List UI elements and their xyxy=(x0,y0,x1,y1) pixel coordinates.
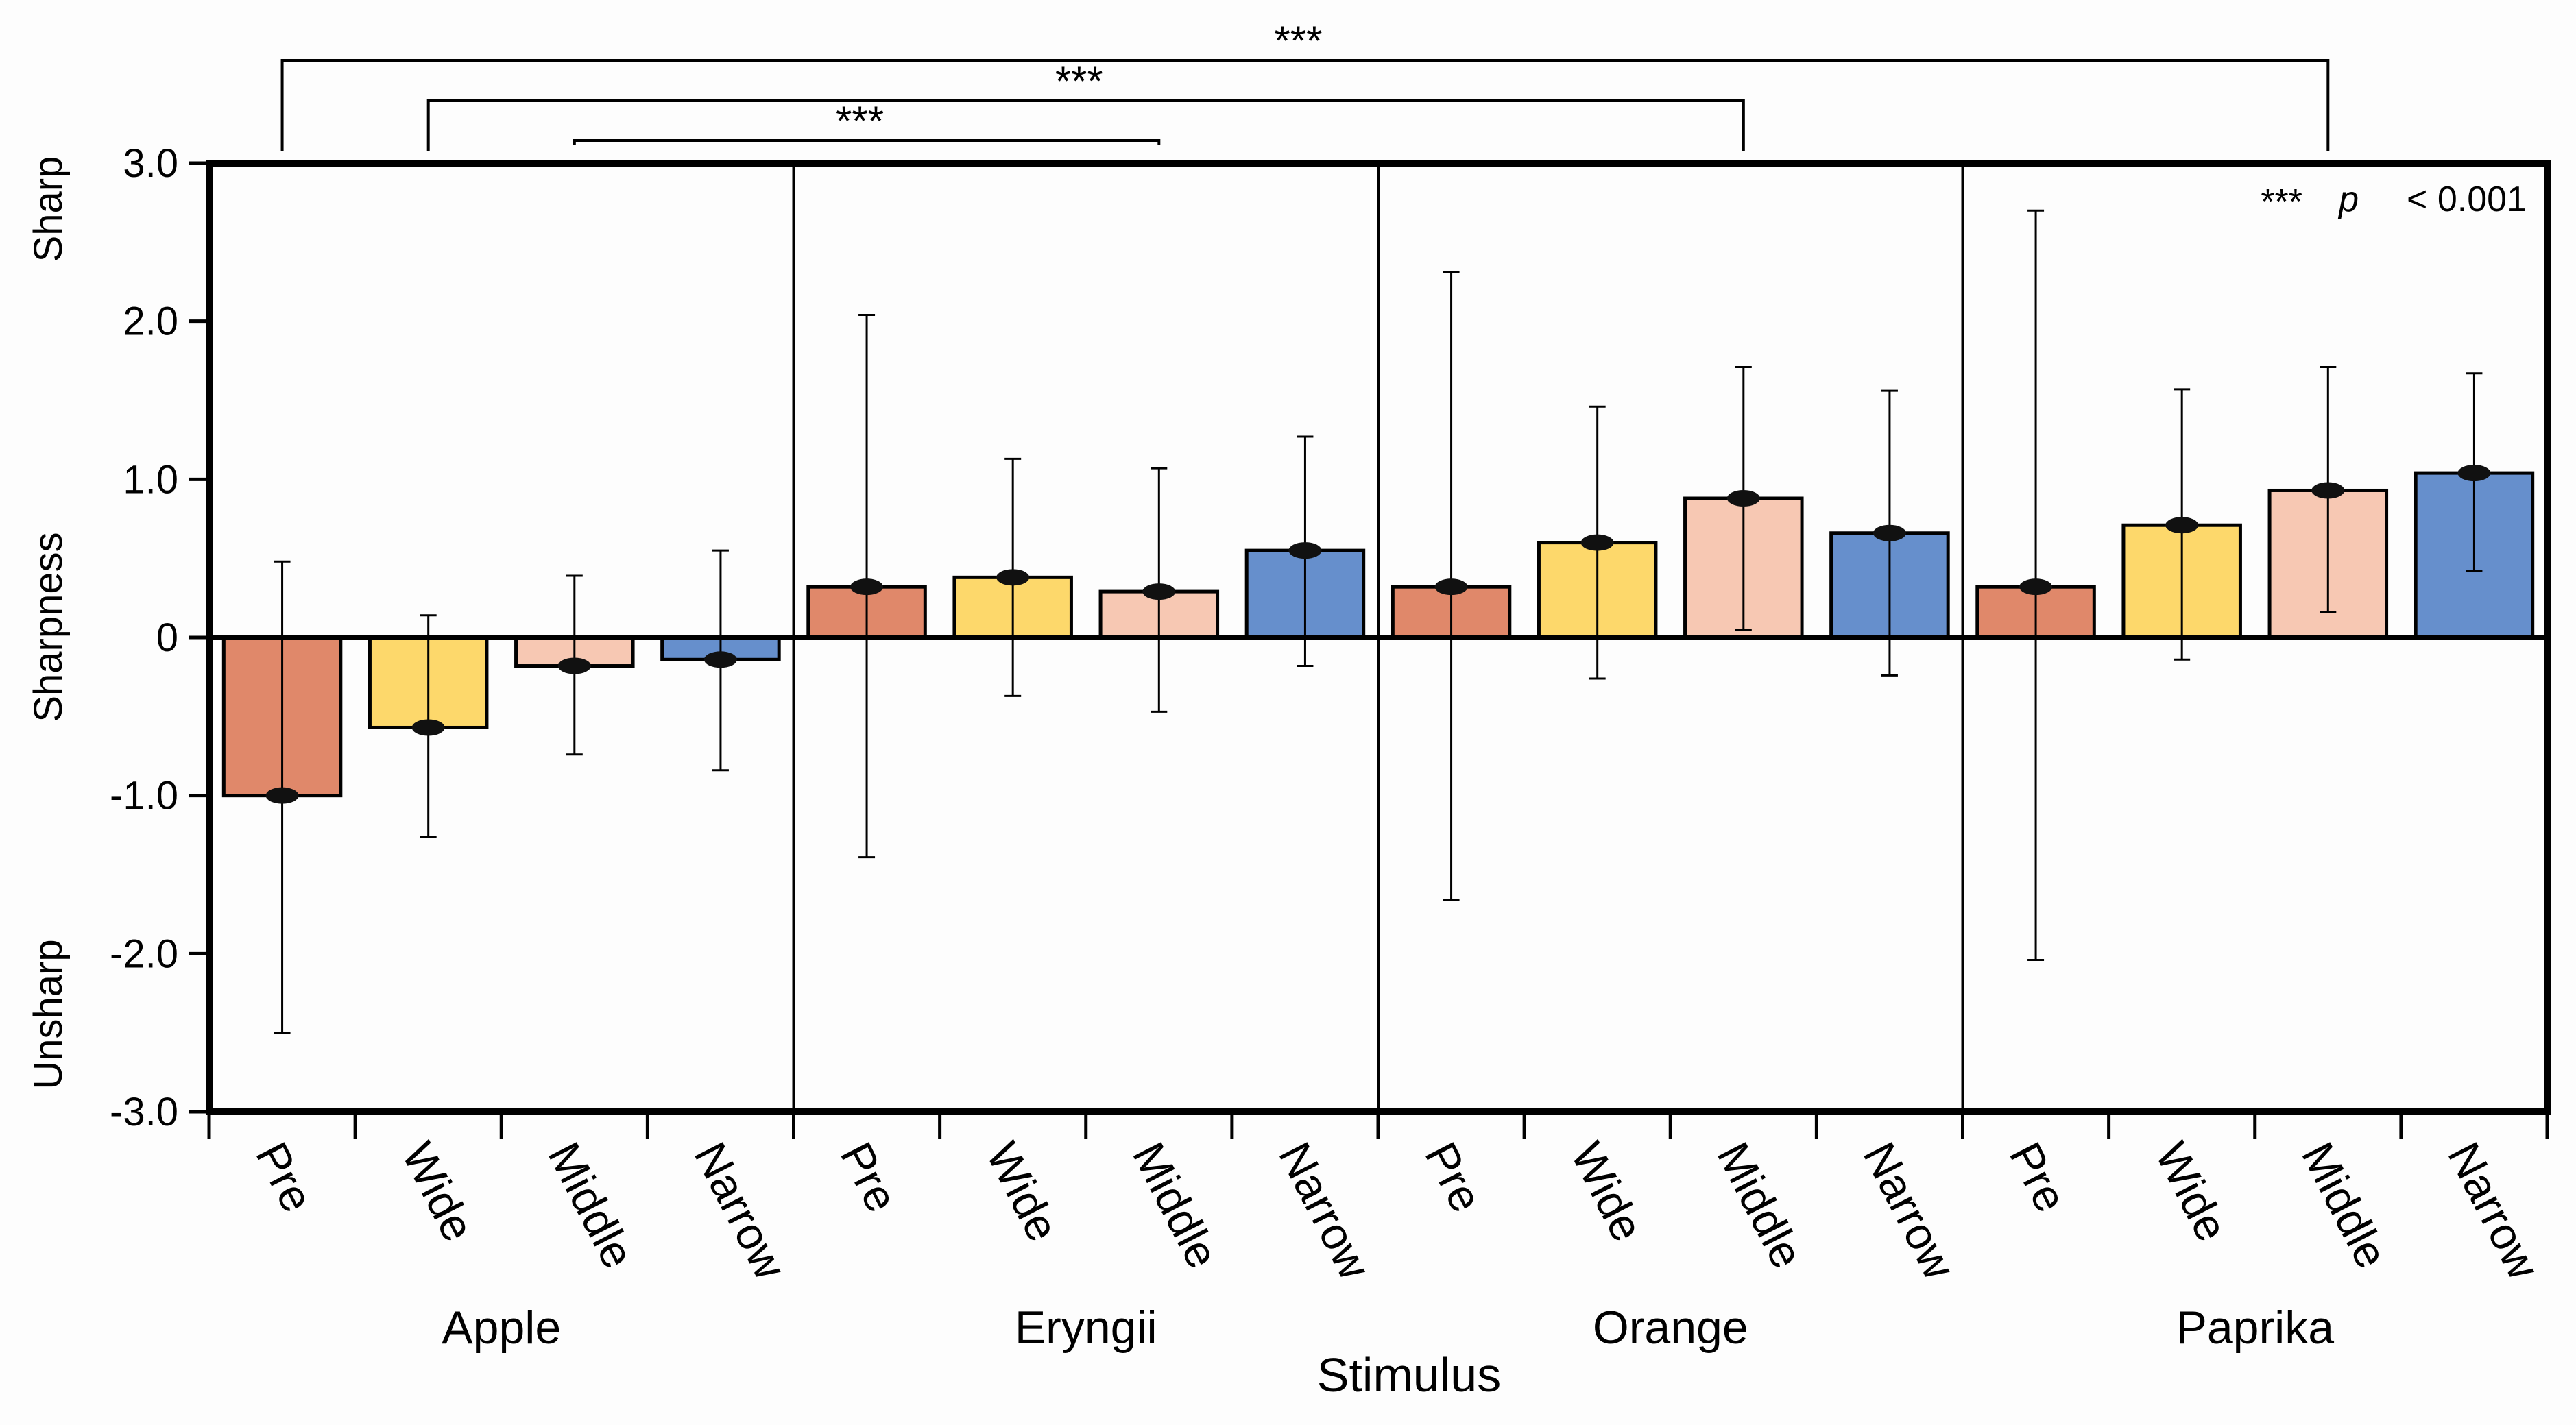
significance-bracket xyxy=(573,139,1161,145)
mean-marker xyxy=(1726,490,1760,507)
significance-stars: *** xyxy=(836,98,884,144)
significance-stars: *** xyxy=(1055,58,1103,104)
x-condition-label: Pre xyxy=(2000,1134,2078,1220)
significance-note: *** p < 0.001 xyxy=(2261,180,2527,222)
significance-bracket xyxy=(426,99,1745,151)
mean-marker xyxy=(703,651,737,668)
x-condition-label: Middle xyxy=(538,1134,644,1276)
note-p: p xyxy=(2337,180,2359,219)
x-axis: Pre Wide Middle Narrow Apple Pre Wide Middle Nar… xyxy=(207,1112,2550,1354)
y-tick-label: -2.0 xyxy=(110,931,178,976)
x-group-label: Apple xyxy=(442,1302,561,1354)
mean-marker xyxy=(996,569,1030,586)
mean-marker xyxy=(1580,534,1614,551)
y-label-bottom: Unsharp xyxy=(26,939,71,1089)
y-axis-title: Sharpness xyxy=(26,532,71,722)
x-condition-label: Middle xyxy=(1123,1134,1229,1276)
y-tick-label: 2.0 xyxy=(123,300,178,344)
mean-marker xyxy=(850,578,884,596)
note-threshold: < 0.001 xyxy=(2407,180,2527,219)
significance-brackets: *** *** *** xyxy=(280,18,2330,151)
mean-marker xyxy=(411,719,445,736)
significance-bracket xyxy=(280,59,2330,151)
mean-marker xyxy=(2311,482,2345,499)
plot-area xyxy=(206,160,2551,1115)
y-axis: 3.0 2.0 1.0 0 -1.0 -2.0 -3.0 xyxy=(110,141,209,1134)
x-condition-label: Wide xyxy=(977,1134,1069,1250)
x-condition-label: Narrow xyxy=(1269,1134,1381,1287)
mean-marker xyxy=(2019,578,2053,596)
mean-marker xyxy=(265,787,299,804)
x-condition-label: Narrow xyxy=(1853,1134,1965,1287)
mean-marker xyxy=(2165,517,2199,534)
y-label-top: Sharp xyxy=(26,156,71,263)
x-condition-label: Middle xyxy=(2292,1134,2398,1276)
mean-marker xyxy=(2457,465,2491,482)
x-condition-label: Narrow xyxy=(684,1134,796,1287)
mean-marker xyxy=(1288,542,1322,559)
x-condition-label: Wide xyxy=(1561,1134,1653,1250)
x-condition-label: Middle xyxy=(1707,1134,1813,1276)
x-group-label: Eryngii xyxy=(1015,1302,1157,1354)
y-tick-label: 0 xyxy=(156,616,178,660)
significance-stars: *** xyxy=(1274,18,1322,64)
y-tick-label: -3.0 xyxy=(110,1090,178,1134)
x-axis-title: Stimulus xyxy=(1317,1348,1501,1402)
mean-marker xyxy=(1142,583,1176,600)
x-group-label: Orange xyxy=(1593,1302,1748,1354)
y-tick-label: 1.0 xyxy=(123,457,178,502)
x-condition-label: Pre xyxy=(1415,1134,1493,1220)
y-tick-label: -1.0 xyxy=(110,774,178,818)
mean-marker xyxy=(1873,524,1906,541)
x-condition-label: Pre xyxy=(831,1134,908,1220)
x-condition-label: Wide xyxy=(392,1134,484,1250)
x-condition-label: Wide xyxy=(2146,1134,2238,1250)
mean-marker xyxy=(1434,578,1468,596)
x-group-label: Paprika xyxy=(2176,1302,2334,1354)
mean-marker xyxy=(557,657,591,674)
note-stars: *** xyxy=(2261,182,2302,222)
x-condition-label: Pre xyxy=(246,1134,324,1220)
y-tick-label: 3.0 xyxy=(123,141,178,186)
x-condition-label: Narrow xyxy=(2438,1134,2550,1287)
